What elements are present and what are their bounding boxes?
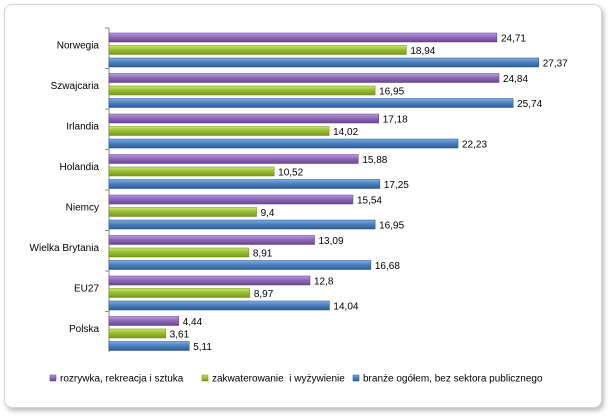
- data-label: 14,02: [333, 127, 358, 138]
- data-label: 4,44: [183, 317, 203, 328]
- data-label: 9,4: [261, 208, 275, 219]
- category-label: Polska: [69, 324, 99, 335]
- bar: [108, 300, 330, 311]
- bar: [108, 341, 190, 351]
- legend-label: rozrywka, rekreacja i sztuka: [60, 374, 184, 385]
- bar: [108, 113, 379, 124]
- category-label: Niemcy: [66, 203, 99, 214]
- legend-swatch: [352, 374, 360, 382]
- bar: [108, 85, 376, 96]
- data-label: 13,09: [319, 236, 344, 247]
- category-label: Irlandia: [66, 122, 99, 133]
- data-label: 17,25: [384, 180, 409, 191]
- data-label: 10,52: [278, 168, 303, 179]
- data-label: 14,04: [333, 302, 358, 313]
- bar: [108, 316, 179, 326]
- legend-label: branże ogółem, bez sektora publicznego: [363, 374, 543, 385]
- category-label: Wielka Brytania: [30, 243, 100, 254]
- bar: [108, 275, 311, 286]
- category-label: Szwajcaria: [51, 81, 100, 92]
- bar: [108, 154, 359, 164]
- data-label: 15,54: [357, 196, 382, 207]
- bar: [108, 288, 251, 298]
- data-label: 3,61: [170, 330, 190, 341]
- bar: [108, 166, 275, 177]
- legend-swatch: [49, 374, 57, 382]
- data-label: 12,8: [314, 277, 334, 288]
- bar: [108, 138, 459, 149]
- bar: [108, 57, 539, 68]
- bar: [108, 98, 514, 108]
- bar: [108, 235, 315, 245]
- data-label: 27,37: [543, 59, 568, 70]
- legend-label: zakwaterowanie i wyżywienie: [212, 374, 345, 385]
- data-label: 16,95: [379, 221, 404, 232]
- category-label: Holandia: [60, 162, 100, 173]
- data-label: 24,84: [503, 74, 528, 85]
- data-label: 16,95: [379, 87, 404, 98]
- legend-swatch: [201, 374, 209, 382]
- category-label: Norwegia: [57, 41, 100, 52]
- bar: [108, 126, 330, 136]
- data-label: 16,68: [375, 261, 400, 272]
- bar: [108, 179, 381, 189]
- data-label: 15,88: [362, 155, 387, 166]
- bar: [108, 328, 166, 339]
- data-label: 25,74: [517, 99, 542, 110]
- bar: [108, 32, 498, 43]
- bar: [108, 219, 376, 230]
- data-label: 17,18: [383, 115, 408, 126]
- data-label: 8,97: [254, 289, 274, 300]
- bar: [108, 45, 407, 55]
- bar: [108, 260, 372, 270]
- bar: [108, 73, 500, 83]
- chart-frame: [4, 4, 602, 408]
- data-label: 22,23: [462, 140, 487, 151]
- data-label: 5,11: [193, 342, 212, 353]
- data-label: 8,91: [253, 249, 273, 260]
- category-label: EU27: [74, 284, 99, 295]
- data-label: 24,71: [501, 34, 526, 45]
- bar: [108, 194, 354, 205]
- bar: [108, 247, 250, 258]
- data-label: 18,94: [410, 46, 435, 57]
- bar: [108, 207, 257, 217]
